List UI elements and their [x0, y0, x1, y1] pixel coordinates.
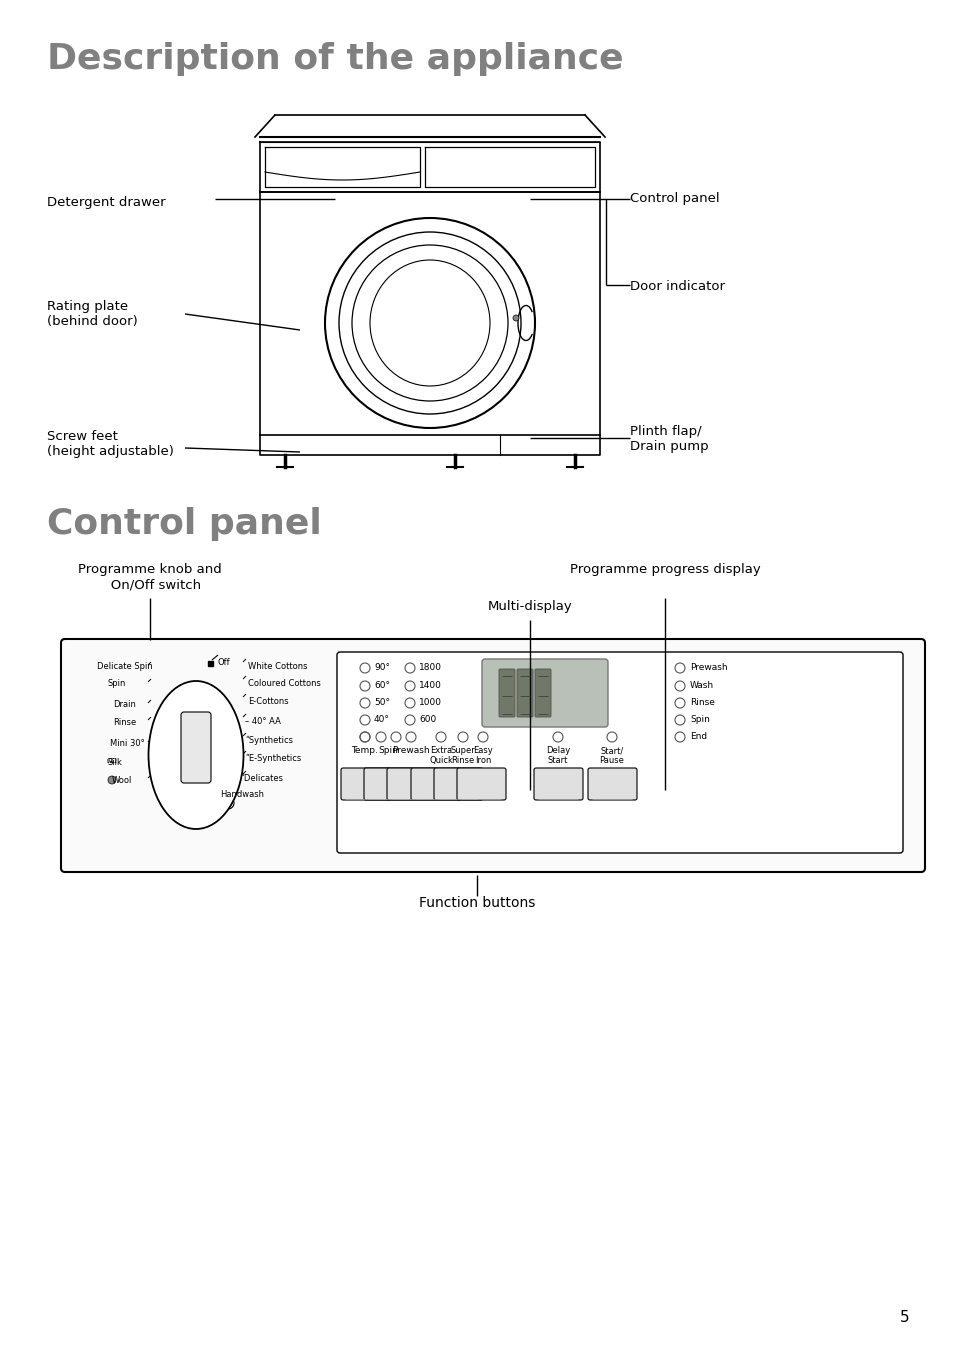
- Text: Control panel: Control panel: [47, 507, 321, 540]
- Text: Silk: Silk: [108, 758, 123, 767]
- FancyBboxPatch shape: [498, 669, 515, 717]
- Text: 90°: 90°: [374, 663, 390, 671]
- Text: Door indicator: Door indicator: [629, 280, 724, 293]
- Text: Handwash: Handwash: [220, 790, 264, 798]
- Text: 1800: 1800: [418, 663, 441, 671]
- Text: Off: Off: [218, 658, 231, 667]
- FancyBboxPatch shape: [481, 659, 607, 727]
- Text: ʺDelicates: ʺDelicates: [240, 774, 283, 784]
- Text: Delicate Spin: Delicate Spin: [97, 662, 152, 671]
- Text: Drain: Drain: [112, 700, 135, 709]
- FancyBboxPatch shape: [535, 669, 551, 717]
- Text: 50°: 50°: [374, 698, 390, 707]
- Text: Multi-display: Multi-display: [487, 600, 572, 613]
- Text: Rinse: Rinse: [112, 717, 136, 727]
- FancyBboxPatch shape: [336, 653, 902, 852]
- Bar: [208, 661, 213, 666]
- Text: Wash: Wash: [689, 681, 714, 690]
- Circle shape: [513, 315, 518, 322]
- FancyBboxPatch shape: [456, 767, 505, 800]
- Text: Control panel: Control panel: [629, 192, 719, 205]
- Text: Delay
Start: Delay Start: [545, 746, 570, 766]
- Text: Spin: Spin: [108, 680, 126, 688]
- Text: Easy
Iron: Easy Iron: [473, 746, 493, 766]
- FancyBboxPatch shape: [340, 767, 390, 800]
- Text: 1400: 1400: [418, 681, 441, 690]
- Text: White Cottons: White Cottons: [248, 662, 307, 671]
- FancyBboxPatch shape: [587, 767, 637, 800]
- Text: 5: 5: [899, 1310, 908, 1325]
- Circle shape: [108, 775, 116, 784]
- Text: Spin: Spin: [377, 746, 397, 755]
- Text: ʺSynthetics: ʺSynthetics: [245, 736, 293, 746]
- Text: End: End: [689, 732, 706, 740]
- FancyBboxPatch shape: [517, 669, 533, 717]
- Text: Super
Rinse: Super Rinse: [450, 746, 475, 766]
- FancyBboxPatch shape: [434, 767, 482, 800]
- Text: Screw feet
(height adjustable): Screw feet (height adjustable): [47, 430, 173, 458]
- FancyBboxPatch shape: [364, 767, 413, 800]
- Text: 1000: 1000: [418, 698, 441, 707]
- Text: Coloured Cottons: Coloured Cottons: [248, 680, 320, 688]
- Text: Mini 30°: Mini 30°: [110, 739, 145, 748]
- Text: Rating plate
(behind door): Rating plate (behind door): [47, 300, 137, 328]
- Text: Prewash: Prewash: [392, 746, 430, 755]
- FancyBboxPatch shape: [387, 767, 436, 800]
- Text: 40°: 40°: [374, 715, 390, 724]
- FancyBboxPatch shape: [181, 712, 211, 784]
- Text: Extra
Quick: Extra Quick: [429, 746, 453, 766]
- Text: Plinth flap/
Drain pump: Plinth flap/ Drain pump: [629, 426, 708, 453]
- FancyBboxPatch shape: [61, 639, 924, 871]
- Text: E-Cottons: E-Cottons: [248, 697, 289, 707]
- Text: 600: 600: [418, 715, 436, 724]
- Text: ΩΩ: ΩΩ: [107, 758, 117, 765]
- FancyBboxPatch shape: [534, 767, 582, 800]
- Text: Detergent drawer: Detergent drawer: [47, 196, 166, 209]
- Text: Temp.: Temp.: [352, 746, 378, 755]
- Text: 60°: 60°: [374, 681, 390, 690]
- Text: Start/
Pause: Start/ Pause: [598, 746, 624, 766]
- Text: Prewash: Prewash: [689, 663, 727, 671]
- Text: Function buttons: Function buttons: [418, 896, 535, 911]
- Ellipse shape: [149, 681, 243, 830]
- Text: Rinse: Rinse: [689, 698, 714, 707]
- Text: – 40° AA: – 40° AA: [245, 717, 280, 725]
- FancyBboxPatch shape: [411, 767, 459, 800]
- Text: Spin: Spin: [689, 715, 709, 724]
- Text: Programme knob and
   On/Off switch: Programme knob and On/Off switch: [78, 563, 222, 590]
- Text: ʺE-Synthetics: ʺE-Synthetics: [245, 754, 301, 763]
- Text: Wool: Wool: [112, 775, 132, 785]
- Text: Programme progress display: Programme progress display: [569, 563, 760, 576]
- Text: Description of the appliance: Description of the appliance: [47, 42, 623, 76]
